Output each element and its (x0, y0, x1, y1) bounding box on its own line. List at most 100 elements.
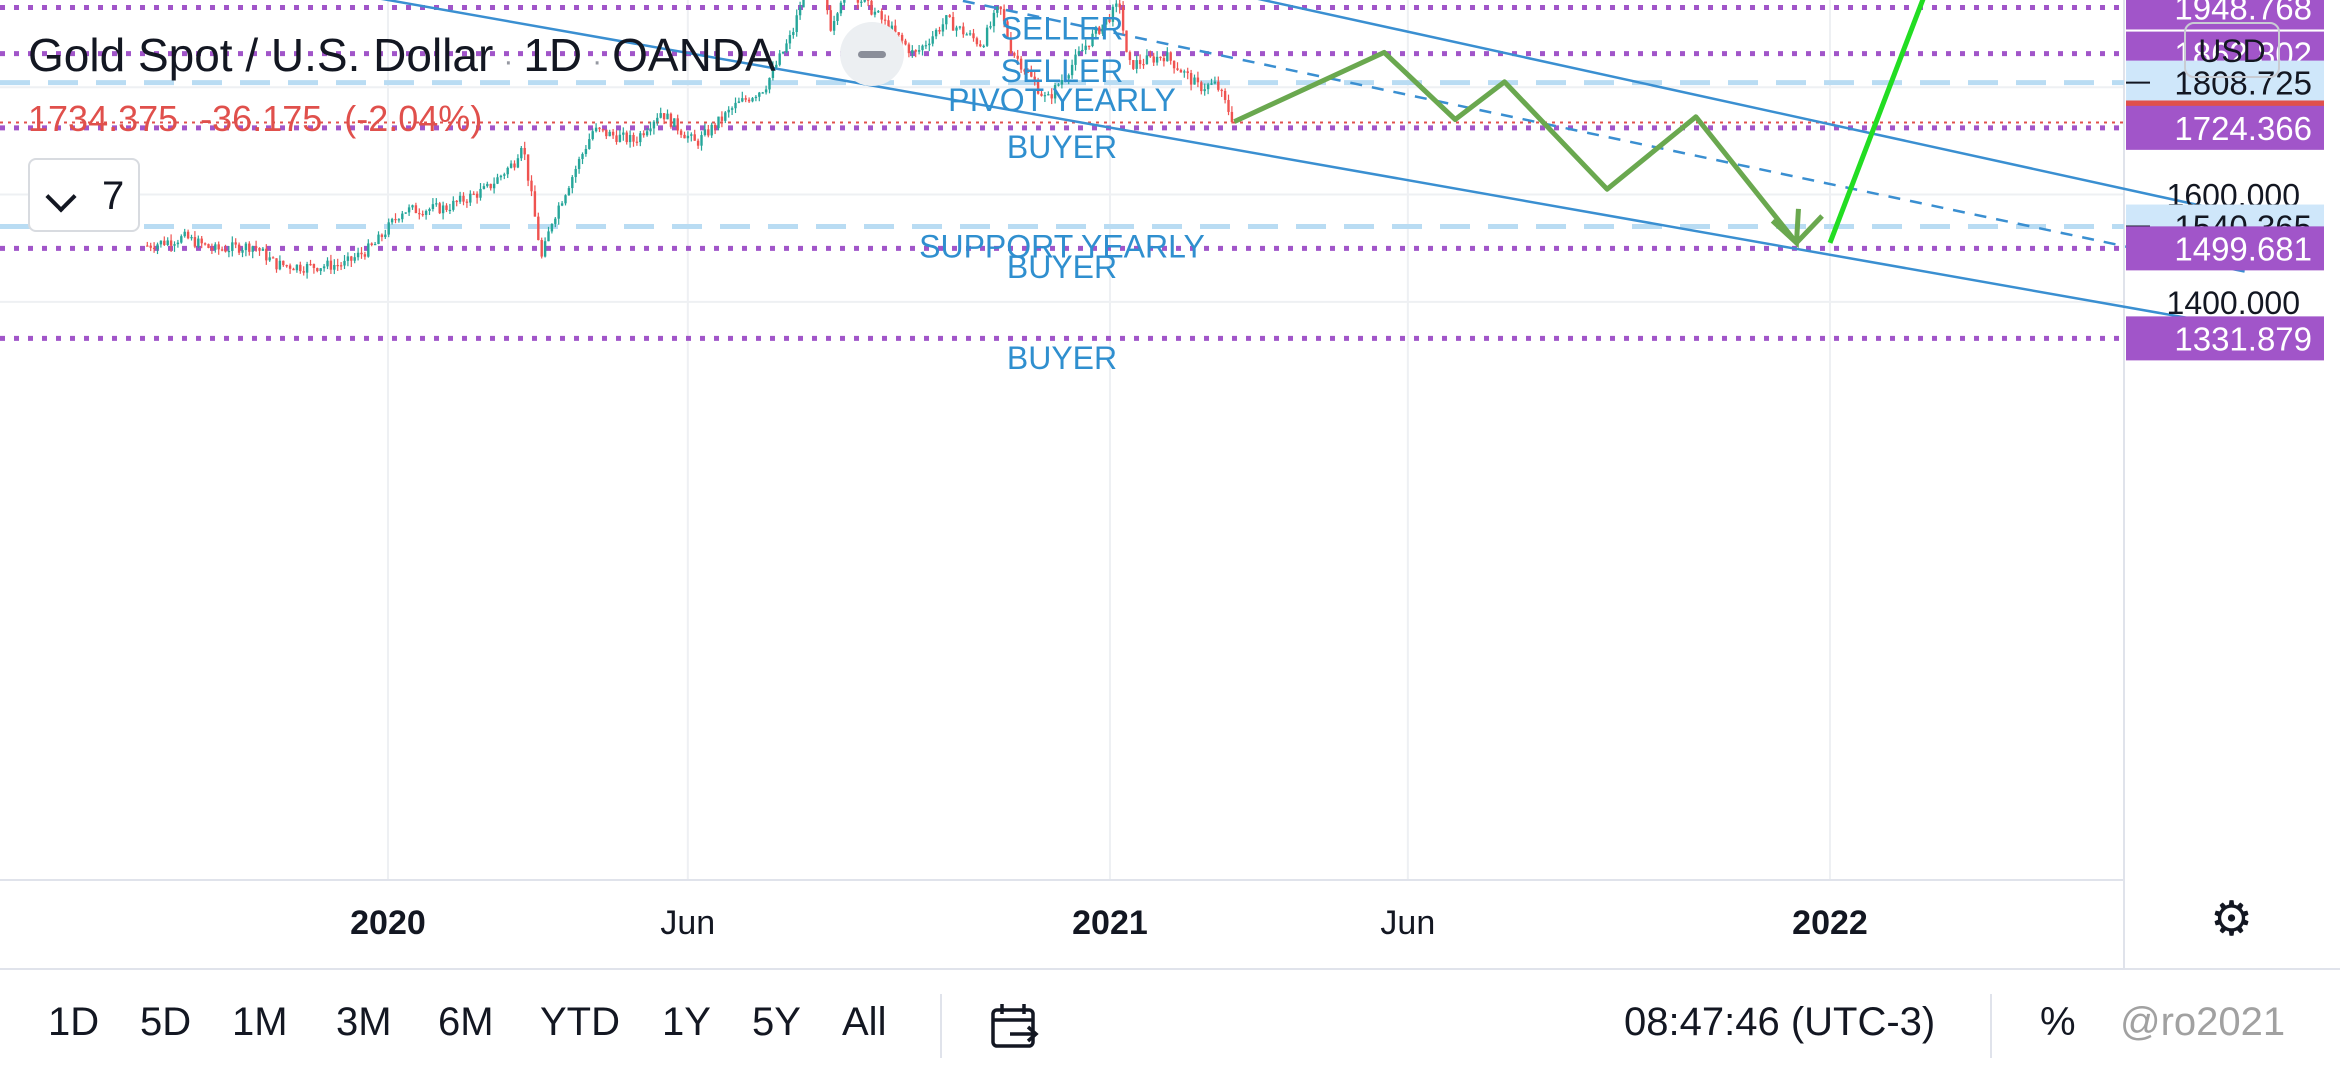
candle-body (149, 245, 152, 248)
candle-body (1196, 77, 1200, 83)
candle-body (1006, 21, 1009, 38)
range-6m-button[interactable]: 6M (438, 1000, 494, 1044)
candle-body (945, 15, 948, 25)
candle-body (394, 218, 397, 221)
candle-body (547, 231, 550, 242)
candle-body (1030, 71, 1033, 77)
candle-body (1172, 60, 1176, 69)
candle-body (826, 0, 829, 11)
candle-body (343, 260, 346, 266)
candle-body (370, 243, 373, 245)
candle-body (190, 237, 193, 239)
candle-body (1213, 81, 1217, 84)
candle-body (639, 133, 642, 143)
candle-body (1067, 75, 1070, 79)
candle-body (452, 200, 455, 210)
candle-body (564, 195, 567, 204)
collapse-legend-button[interactable] (840, 22, 904, 86)
candle-body (880, 11, 883, 20)
candle-body (693, 134, 696, 141)
candle-body (387, 222, 390, 235)
candle-body (972, 33, 975, 39)
candle-body (1077, 51, 1081, 55)
chart-annotation: SUPPORT YEARLY (919, 229, 1205, 265)
candle-body (319, 268, 322, 272)
percent-scale-button[interactable]: % (2040, 1000, 2076, 1044)
candle-body (921, 45, 924, 51)
candle-body (608, 131, 611, 137)
candle-body (717, 116, 720, 129)
candle-body (1060, 80, 1064, 85)
price-readout: 1734.375 -36.175 (-2.04%) (28, 98, 504, 140)
candle-body (917, 50, 921, 52)
x-axis-tick-label: Jun (660, 904, 715, 942)
candle-body (475, 193, 479, 198)
candle-body (1026, 71, 1030, 73)
price-chart[interactable]: RESISTENT YEARLYSELLERSELLERPIVOT YEARLY… (0, 0, 2340, 968)
price-tag (2126, 316, 2324, 361)
calendar-goto-icon[interactable] (990, 1002, 1040, 1050)
candle-body (526, 154, 530, 181)
candle-body (649, 128, 652, 132)
last-price: 1734.375 (28, 98, 179, 139)
candle-body (1115, 3, 1118, 7)
candle-body (207, 244, 210, 248)
candle-body (707, 129, 710, 136)
range-5d-button[interactable]: 5D (140, 1000, 192, 1044)
candle-body (373, 244, 377, 246)
currency-button[interactable]: USD (2184, 22, 2280, 78)
candle-body (632, 134, 635, 142)
candle-body (996, 6, 999, 13)
range-3m-button[interactable]: 3M (336, 1000, 392, 1044)
projection-zigzag (1233, 49, 1824, 246)
candle-body (166, 240, 169, 245)
gear-icon[interactable]: ⚙ (2210, 893, 2254, 946)
candle-body (339, 265, 343, 267)
range-1m-button[interactable]: 1M (232, 1000, 288, 1044)
chart-header: Gold Spot / U.S. Dollar · 1D · OANDA (28, 28, 776, 82)
clock-readout[interactable]: 08:47:46 (UTC-3) (1624, 1000, 1936, 1044)
y-axis-tick-label: 1400.000 (2167, 285, 2300, 321)
candle-body (431, 204, 435, 210)
range-all-button[interactable]: All (842, 1000, 887, 1044)
candle-body (856, 0, 860, 3)
candle-body (458, 195, 462, 202)
indicators-toggle-button[interactable]: 7 (28, 158, 140, 232)
candle-body (180, 236, 183, 243)
interval-label[interactable]: 1D (523, 29, 583, 81)
candle-body (839, 2, 843, 14)
candle-body (295, 264, 299, 271)
candle-body (486, 183, 489, 187)
candle-body (384, 234, 387, 238)
candle-body (843, 0, 846, 3)
separator-dot: · (592, 45, 603, 78)
candle-body (635, 141, 639, 143)
candle-body (1200, 82, 1203, 92)
candle-body (669, 113, 673, 127)
candle-body (288, 265, 292, 269)
candle-body (271, 257, 275, 259)
candle-body (720, 116, 724, 121)
channel-mid-line (952, 0, 2249, 274)
candle-body (455, 200, 458, 203)
candle-body (533, 191, 537, 217)
range-1y-button[interactable]: 1Y (662, 1000, 711, 1044)
range-5y-button[interactable]: 5Y (752, 1000, 801, 1044)
candle-body (1101, 24, 1104, 34)
candle-body (934, 29, 938, 37)
range-1d-button[interactable]: 1D (48, 1000, 100, 1044)
range-ytd-button[interactable]: YTD (540, 1000, 620, 1044)
candle-body (992, 12, 996, 27)
candle-body (951, 16, 955, 31)
symbol-name[interactable]: Gold Spot / U.S. Dollar (28, 29, 494, 81)
candle-body (1053, 85, 1057, 99)
projection-arrow-line (1827, 0, 1926, 244)
candle-body (428, 209, 431, 211)
candle-body (1091, 33, 1094, 47)
chart-annotation: BUYER (1007, 129, 1117, 165)
candle-body (1043, 95, 1047, 97)
candle-body (1081, 49, 1084, 52)
candle-body (679, 130, 683, 135)
chart-annotation: BUYER (1007, 340, 1117, 376)
candle-body (877, 11, 880, 13)
